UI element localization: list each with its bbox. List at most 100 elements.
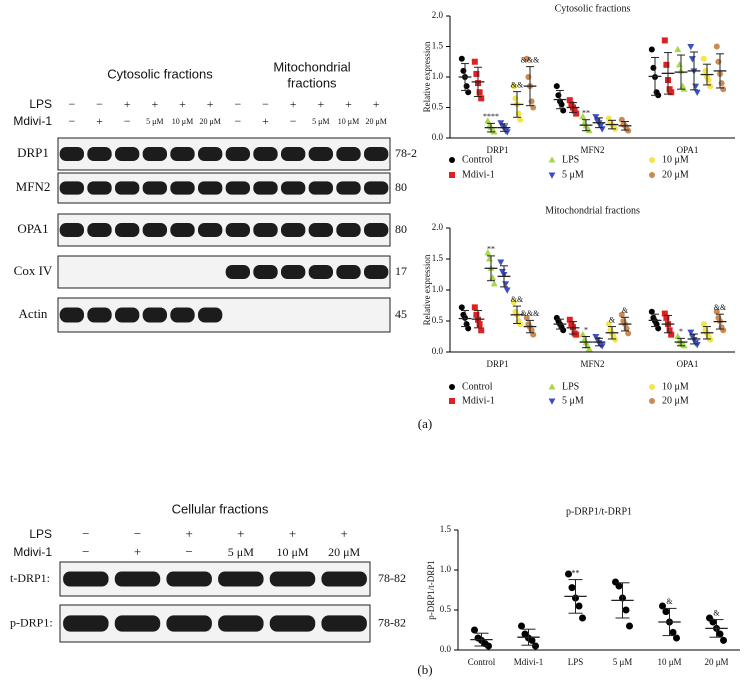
protein-band [308, 222, 334, 238]
row-label: Actin [19, 306, 48, 321]
chart-title: p-DRP1/t-DRP1 [566, 506, 632, 517]
data-point [674, 45, 682, 53]
kda-label: 45 [395, 307, 407, 321]
data-point [497, 259, 505, 266]
y-axis-label: Relative expression [422, 41, 432, 112]
data-point [489, 273, 497, 281]
legend-label: Control [462, 154, 493, 165]
protein-band [253, 181, 278, 195]
lane-label: 5 μM [312, 117, 329, 126]
kda-label: 80 [395, 222, 407, 236]
legend-marker [548, 156, 556, 163]
data-point [476, 89, 483, 96]
protein-band [87, 181, 112, 195]
data-point [663, 314, 670, 321]
protein-band [114, 181, 140, 195]
data-point [458, 304, 465, 311]
protein-band [87, 146, 112, 162]
protein-band [170, 307, 195, 323]
protein-band [336, 222, 361, 238]
protein-band [218, 571, 264, 587]
x-tick-label: MFN2 [580, 145, 604, 155]
blot-membrane [57, 172, 391, 204]
x-tick-label: 5 μM [613, 657, 633, 667]
data-point [618, 311, 625, 318]
y-tick-label: 1.0 [440, 564, 452, 574]
data-point [680, 342, 688, 349]
lane-label: 5 μM [146, 117, 163, 126]
lane-label: + [317, 97, 324, 111]
legend-marker [649, 384, 655, 390]
protein-band [114, 571, 161, 587]
data-point [661, 310, 668, 317]
y-tick-label: 2.0 [432, 10, 444, 20]
lane-label: + [340, 526, 347, 541]
blot-header: fractions [287, 75, 337, 90]
blot-header: Cellular fractions [172, 501, 269, 516]
legend-marker [449, 172, 455, 178]
data-point [709, 618, 717, 626]
protein-band [197, 307, 223, 323]
data-point [612, 336, 619, 343]
blot-membrane [59, 604, 371, 643]
legend-label: LPS [562, 381, 579, 392]
kda-label: 78-2 [395, 146, 417, 160]
lane-label: + [373, 97, 380, 111]
y-tick-label: 0.0 [432, 132, 444, 142]
legend-label: 10 μM [662, 154, 689, 165]
data-point [566, 97, 573, 104]
data-point [592, 114, 600, 121]
data-point [568, 321, 575, 328]
protein-band [363, 146, 389, 162]
treatment-label: Mdivi-1 [13, 545, 52, 559]
data-point [523, 55, 530, 62]
protein-band [166, 571, 212, 587]
legend-label: Mdivi-1 [462, 395, 495, 406]
data-point [579, 614, 586, 622]
lane-label: − [96, 97, 103, 111]
lane-label: + [262, 114, 269, 128]
legend-label: 10 μM [662, 381, 689, 392]
data-point [605, 321, 612, 328]
data-point [473, 311, 480, 318]
data-point [471, 304, 478, 311]
lane-label: + [289, 526, 296, 541]
significance-label: ** [582, 109, 590, 118]
legend-marker [548, 383, 556, 390]
lane-label: 20 μM [328, 545, 360, 559]
protein-band [321, 615, 367, 632]
protein-band [87, 222, 112, 238]
data-point [668, 89, 675, 96]
row-label: DRP1 [17, 145, 49, 160]
lane-label: − [82, 526, 89, 541]
legend-marker [548, 172, 556, 179]
lane-label: 20 μM [199, 117, 220, 126]
kda-label: 80 [395, 180, 407, 194]
x-tick-label: 10 μM [657, 657, 681, 667]
lane-label: − [82, 544, 89, 559]
protein-band [363, 264, 389, 280]
data-point [693, 342, 701, 349]
data-point [598, 343, 606, 350]
protein-band [114, 222, 140, 238]
data-point [687, 43, 695, 51]
protein-band [59, 146, 85, 162]
data-point [700, 55, 707, 62]
x-tick-label: DRP1 [486, 359, 508, 369]
data-point [503, 287, 511, 294]
data-point [673, 634, 680, 642]
lane-label: + [124, 97, 131, 111]
data-point [471, 626, 478, 634]
row-label: OPA1 [17, 221, 48, 236]
protein-band [63, 571, 109, 587]
data-point [666, 327, 673, 334]
x-tick-label: DRP1 [486, 145, 508, 155]
protein-band [336, 181, 361, 195]
data-point [471, 58, 478, 65]
data-point [484, 117, 492, 124]
blot-membrane [57, 297, 391, 333]
protein-band [170, 181, 195, 195]
blot-membrane [57, 137, 391, 171]
significance-label: && [511, 80, 524, 89]
protein-band [59, 307, 85, 323]
